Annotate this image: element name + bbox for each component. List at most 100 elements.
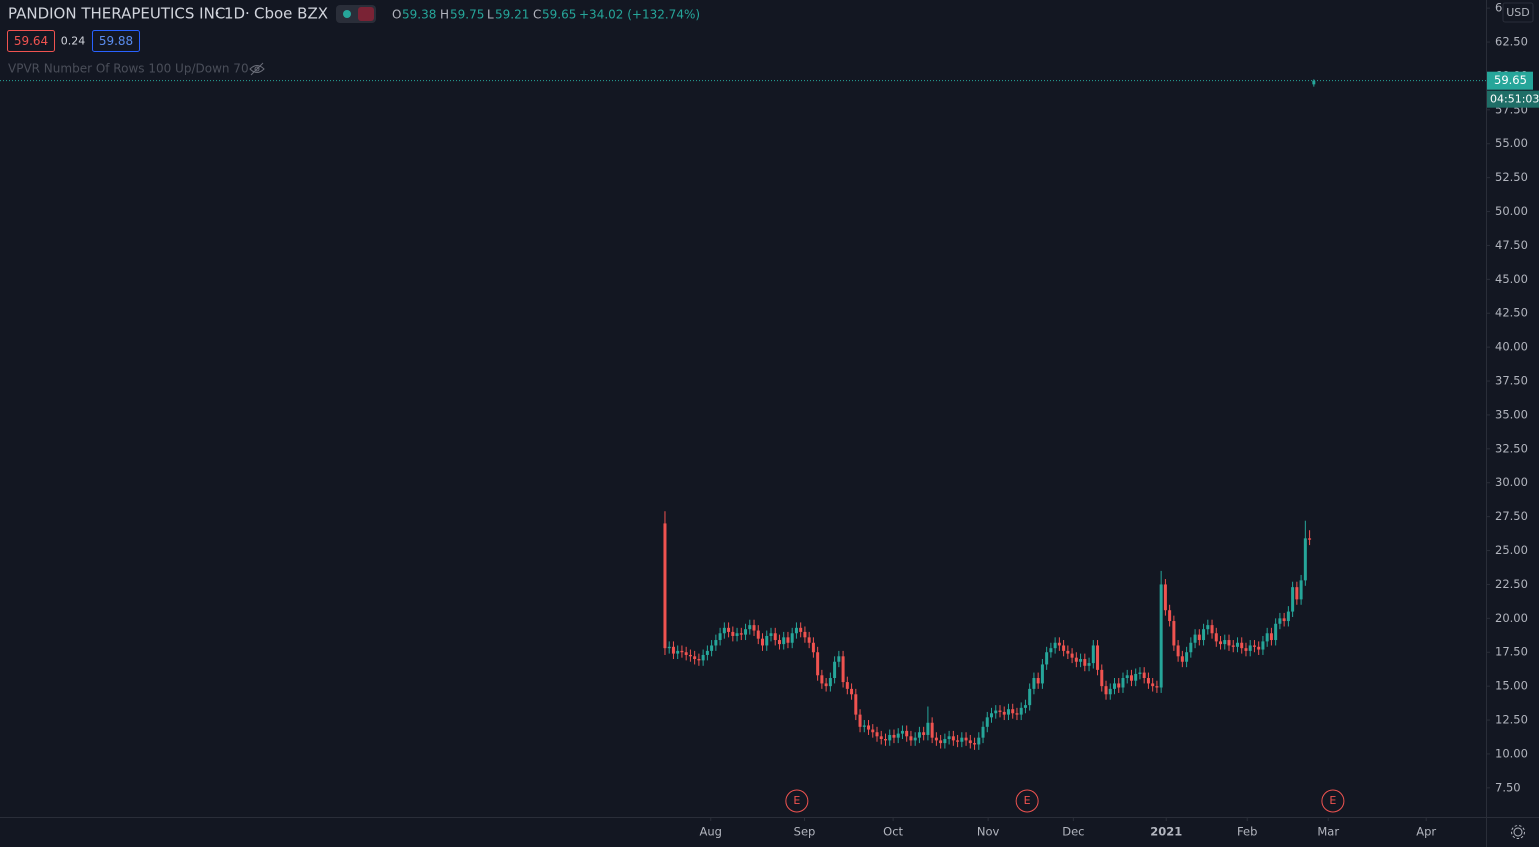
candle-body	[934, 737, 938, 741]
last-price-badge	[1487, 71, 1533, 90]
candle-body	[1227, 640, 1231, 646]
x-tick-label: Mar	[1317, 825, 1339, 839]
candle-body	[1066, 650, 1070, 654]
candle-body	[1291, 587, 1295, 612]
candle-body	[960, 737, 964, 742]
candle-body	[811, 642, 815, 653]
candle-body	[777, 640, 781, 645]
candle-body	[939, 740, 943, 744]
countdown-badge	[1487, 90, 1539, 108]
candle-body	[1303, 538, 1307, 581]
candle-body	[824, 683, 828, 687]
ohlc-value: 59.75	[450, 8, 484, 22]
candle-body	[1002, 711, 1006, 715]
candle-body	[731, 631, 735, 636]
candle-body	[816, 652, 820, 676]
candle-body	[1176, 645, 1180, 657]
candle-body	[680, 650, 684, 653]
candle-body	[968, 740, 972, 744]
y-tick-label: 55.00	[1495, 136, 1528, 150]
candle-body	[1235, 642, 1239, 647]
candle-body	[727, 627, 731, 632]
x-tick-label: Apr	[1416, 825, 1436, 839]
candle-body	[1180, 656, 1184, 662]
candle-body	[871, 729, 875, 733]
candle-body	[1193, 634, 1197, 643]
y-tick-label: 32.50	[1495, 441, 1528, 455]
candle-body	[1083, 659, 1087, 666]
candle-body	[1142, 672, 1146, 679]
candle-body	[1172, 621, 1176, 646]
candle-body	[858, 714, 862, 727]
earnings-marker[interactable]	[1321, 789, 1345, 813]
candle-body	[1134, 673, 1138, 681]
candle-body	[1015, 713, 1019, 715]
candle-body	[1040, 664, 1044, 684]
change: +34.02 (+132.74%)	[579, 8, 700, 22]
candle-body	[718, 633, 722, 641]
candle-body	[985, 717, 989, 727]
bid-box[interactable]	[7, 30, 55, 52]
candle-body	[1108, 688, 1112, 695]
candle-body	[854, 694, 858, 715]
candle-body	[833, 661, 837, 679]
hidden-eye-icon[interactable]	[249, 62, 265, 76]
candle-body	[841, 656, 845, 683]
y-tick-label: 30.00	[1495, 475, 1528, 489]
candle-body	[710, 645, 714, 651]
candle-body	[1185, 652, 1189, 662]
y-tick-label: 50.00	[1495, 204, 1528, 218]
earnings-marker[interactable]	[1015, 789, 1039, 813]
candle-body	[1278, 618, 1282, 624]
earnings-marker[interactable]	[785, 789, 809, 813]
candle-body	[828, 678, 832, 687]
candle-body	[744, 629, 748, 635]
x-tick-label: Feb	[1237, 825, 1257, 839]
candle-body	[1096, 645, 1100, 670]
candle-body	[1308, 538, 1312, 540]
candle-body	[922, 732, 926, 735]
candle-body	[1202, 629, 1206, 641]
candle-body	[1091, 645, 1095, 664]
y-tick-label: 47.50	[1495, 238, 1528, 252]
candle-body	[790, 633, 794, 643]
candle-body	[714, 640, 718, 646]
ask-box[interactable]	[92, 30, 140, 52]
candle-body	[1299, 580, 1303, 600]
candle-body	[1028, 688, 1032, 706]
candle-body	[697, 659, 701, 661]
settings-icon[interactable]	[1511, 825, 1525, 839]
candle-body	[748, 625, 752, 630]
y-tick-label: 7.50	[1495, 780, 1521, 794]
candle-body	[752, 625, 756, 631]
candle-body	[1138, 672, 1142, 674]
y-tick-label: 15.00	[1495, 679, 1528, 693]
candle-body	[722, 627, 726, 634]
candle-body	[1049, 648, 1053, 653]
symbol: PANDION THERAPEUTICS INC	[8, 5, 225, 23]
candle-body	[1248, 645, 1252, 651]
candle-body	[1062, 645, 1066, 651]
x-tick-label: Dec	[1062, 825, 1084, 839]
candle-body	[773, 633, 777, 641]
candle-body	[845, 682, 849, 689]
candle-body	[943, 739, 947, 744]
y-tick-label: 22.50	[1495, 577, 1528, 591]
y-tick-label: 27.50	[1495, 509, 1528, 523]
ohlc-value: 59.65	[542, 8, 576, 22]
indicator-label[interactable]: VPVR Number Of Rows 100 Up/Down 70	[8, 62, 249, 76]
candle-body	[956, 740, 960, 742]
ask: 59.88	[99, 34, 133, 48]
candle-body	[1146, 678, 1150, 684]
candle-body	[888, 734, 892, 741]
ohlc-label: O	[392, 8, 401, 22]
candle-body	[964, 737, 968, 741]
ohlc-label: H	[440, 8, 449, 22]
candle-body	[1006, 709, 1010, 715]
candle-body	[875, 732, 879, 737]
currency-badge	[1502, 2, 1534, 23]
last-price-label: 59.65	[1494, 73, 1527, 87]
candle-body	[1257, 646, 1261, 650]
